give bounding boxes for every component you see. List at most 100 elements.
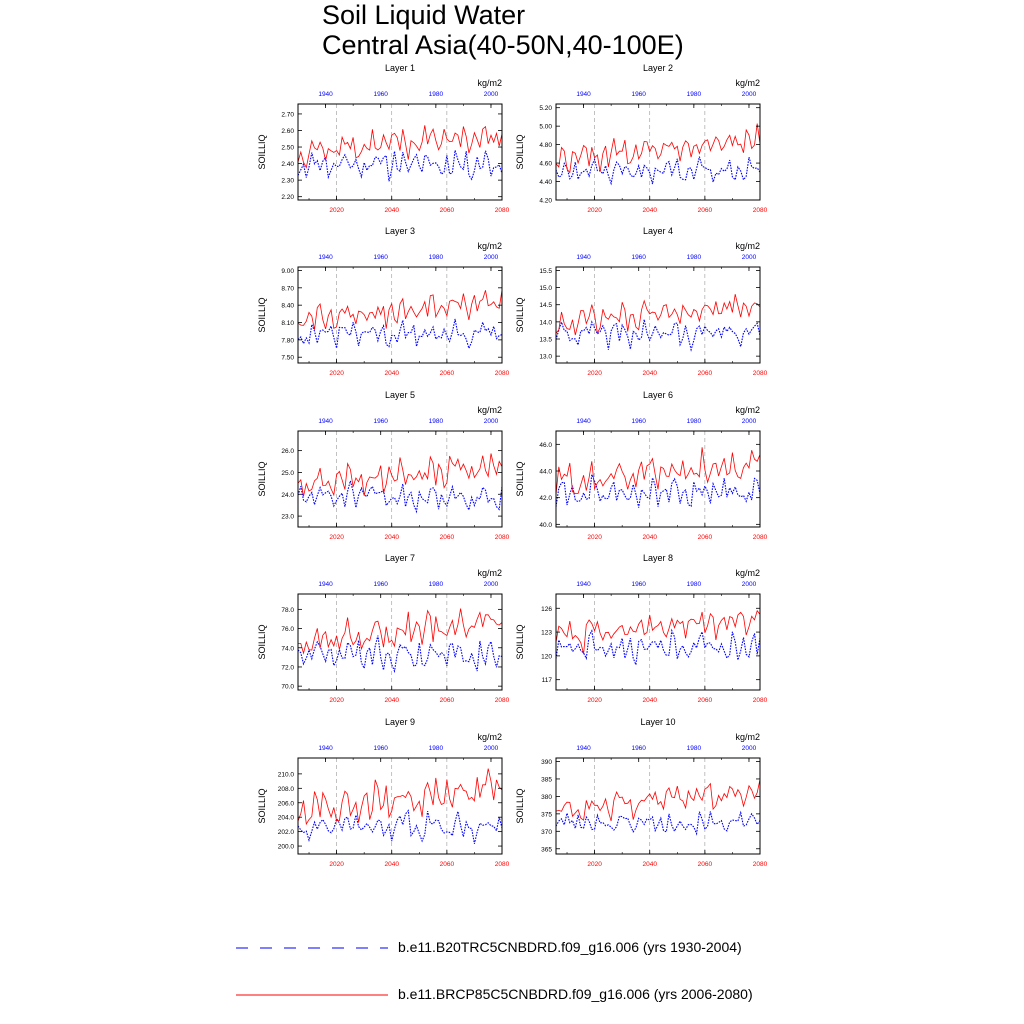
panel-10-ytick-label-380: 380 [541,794,552,801]
panel-6-ytick-label-44: 44.0 [539,469,552,476]
panel-2-title: Layer 2 [643,63,673,73]
panel-1-xtick-bottom-label-2040: 2040 [384,207,399,214]
panel-9-xtick-bottom-label-2080: 2080 [495,861,510,868]
panel-5-title: Layer 5 [385,390,415,400]
panel-7-ytick-label-70: 70.0 [281,684,294,691]
panel-6-xtick-top-label-2000: 2000 [742,418,757,425]
panel-3-ytick-label-8.7: 8.70 [281,285,294,292]
panel-2-xtick-top-label-2000: 2000 [742,91,757,98]
panel-5-xtick-top-label-1940: 1940 [318,418,333,425]
panel-7-ytick-label-74: 74.0 [281,645,294,652]
panel-7-xtick-bottom-label-2040: 2040 [384,697,399,704]
panel-4-ytick-label-13.5: 13.5 [539,337,552,344]
panel-7-ytick-label-72: 72.0 [281,664,294,671]
panel-7-xtick-top-label-1980: 1980 [429,581,444,588]
panel-2-ytick-label-5.2: 5.20 [539,105,552,112]
panel-5-xtick-top-label-1980: 1980 [429,418,444,425]
panel-2-ytick-label-5: 5.00 [539,124,552,131]
panel-8-frame [555,593,761,691]
panel-10-xtick-top-label-1940: 1940 [576,745,591,752]
panel-1-ylabel: SOILLIQ [257,134,267,169]
panel-3-xtick-top-label-2000: 2000 [484,254,499,261]
panel-4-xtick-top-label-2000: 2000 [742,254,757,261]
panel-8-xtick-top-label-2000: 2000 [742,581,757,588]
panel-8-ytick-label-120: 120 [541,653,552,660]
panel-5-frame [297,430,503,528]
panel-1-xtick-bottom-label-2060: 2060 [440,207,455,214]
panel-2-series-future [555,123,761,174]
panel-9-title: Layer 9 [385,717,415,727]
panel-6-title: Layer 6 [643,390,673,400]
panel-5-ytick-label-26: 26.0 [281,448,294,455]
panel-1-series-future [297,125,503,169]
panel-1-xtick-bottom-label-2020: 2020 [329,207,344,214]
panel-9-series-future [297,768,503,826]
panel-9-ytick-label-210: 210.0 [278,771,295,778]
panel-4-ytick-label-14: 14.0 [539,319,552,326]
panel-1-ytick-label-2.2: 2.20 [281,194,294,201]
panel-4-ytick-label-15: 15.0 [539,285,552,292]
panel-3-xtick-top-label-1960: 1960 [373,254,388,261]
panel-1-xtick-top-label-1940: 1940 [318,91,333,98]
panel-1-ytick-label-2.5: 2.50 [281,145,294,152]
panel-1-title: Layer 1 [385,63,415,73]
panel-8-xtick-top-label-1980: 1980 [687,581,702,588]
panel-4-xtick-bottom-label-2060: 2060 [698,370,713,377]
panel-7-title: Layer 7 [385,553,415,563]
panel-5-units-label: kg/m2 [477,405,502,415]
title-line-1: Soil Liquid Water [322,0,526,30]
panel-8-ylabel: SOILLIQ [515,624,525,659]
panel-4-series-historical [555,319,761,352]
panel-6-xtick-bottom-label-2060: 2060 [698,534,713,541]
panel-7-xtick-top-label-2000: 2000 [484,581,499,588]
panel-5-xtick-top-label-2000: 2000 [484,418,499,425]
panel-4-xtick-bottom-label-2040: 2040 [642,370,657,377]
panel-3-ytick-label-7.5: 7.50 [281,355,294,362]
panel-6-ytick-label-40: 40.0 [539,522,552,529]
panel-7-ytick-label-76: 76.0 [281,626,294,633]
panel-2-ytick-label-4.6: 4.60 [539,161,552,168]
panel-9-xtick-top-label-2000: 2000 [484,745,499,752]
panel-3-ytick-label-9: 9.00 [281,268,294,275]
panel-2-xtick-top-label-1940: 1940 [576,91,591,98]
panel-9-ytick-label-208: 208.0 [278,786,295,793]
panel-9-frame [297,757,503,855]
panel-9-xtick-top-label-1980: 1980 [429,745,444,752]
panel-6-xtick-bottom-label-2040: 2040 [642,534,657,541]
panel-10-series-future [555,779,761,822]
panel-2-series-historical [555,156,761,186]
panel-4-ylabel: SOILLIQ [515,297,525,332]
panel-10-xtick-bottom-label-2080: 2080 [753,861,768,868]
panel-4-ytick-label-15.5: 15.5 [539,268,552,275]
panel-3-title: Layer 3 [385,226,415,236]
panel-2-xtick-bottom-label-2020: 2020 [587,207,602,214]
panel-6-series-future [555,447,761,495]
panel-10-ytick-label-375: 375 [541,811,552,818]
panel-3-ytick-label-7.8: 7.80 [281,337,294,344]
panel-4-frame [555,266,761,364]
panel-3-xtick-bottom-label-2040: 2040 [384,370,399,377]
chart-title: Soil Liquid Water Central Asia(40-50N,40… [322,0,684,60]
panel-10-xtick-bottom-label-2040: 2040 [642,861,657,868]
panel-8-xtick-top-label-1940: 1940 [576,581,591,588]
panel-5-xtick-bottom-label-2060: 2060 [440,534,455,541]
panel-7-ytick-label-78: 78.0 [281,607,294,614]
panel-5-ytick-label-23: 23.0 [281,514,294,521]
panel-3-ylabel: SOILLIQ [257,297,267,332]
panel-7-xtick-top-label-1940: 1940 [318,581,333,588]
panel-3-xtick-bottom-label-2060: 2060 [440,370,455,377]
panel-6-xtick-bottom-label-2080: 2080 [753,534,768,541]
panel-9-xtick-bottom-label-2060: 2060 [440,861,455,868]
panel-9-ylabel: SOILLIQ [257,788,267,823]
panel-4-xtick-top-label-1980: 1980 [687,254,702,261]
panel-5-series-future [297,453,503,497]
panel-1-xtick-top-label-1960: 1960 [373,91,388,98]
panel-4-series-future [555,294,761,336]
panel-2-xtick-top-label-1980: 1980 [687,91,702,98]
panel-4-title: Layer 4 [643,226,673,236]
panel-2-xtick-top-label-1960: 1960 [631,91,646,98]
panel-8-xtick-bottom-label-2080: 2080 [753,697,768,704]
panel-3-units-label: kg/m2 [477,241,502,251]
panel-4-xtick-bottom-label-2080: 2080 [753,370,768,377]
